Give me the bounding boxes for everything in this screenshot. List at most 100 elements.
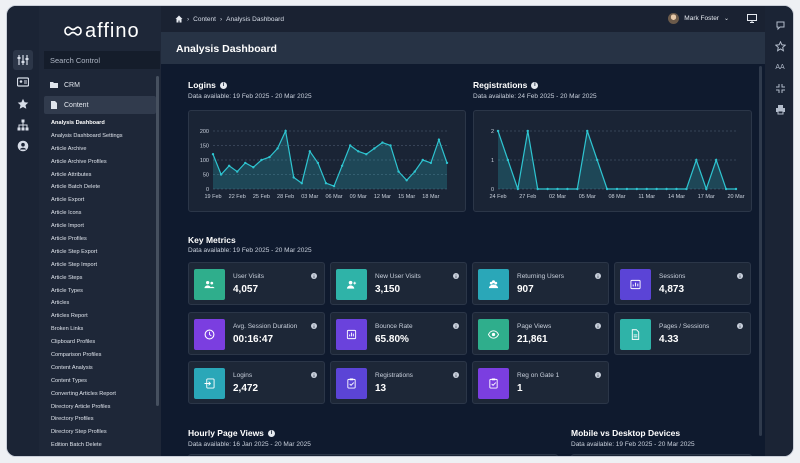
data-point <box>586 129 589 133</box>
data-point <box>308 150 312 153</box>
data-point <box>244 161 247 165</box>
metric-value: 4,873 <box>659 284 685 295</box>
data-point <box>381 141 384 144</box>
sidebar-item[interactable]: Analysis Dashboard Settings <box>51 132 123 139</box>
sidebar-item[interactable]: Article Icons <box>51 210 82 217</box>
sidebar-item[interactable]: Clipboard Profiles <box>51 339 96 346</box>
info-icon[interactable]: i <box>219 81 227 89</box>
page-title: Analysis Dashboard <box>176 43 277 55</box>
info-icon[interactable]: i <box>311 372 317 378</box>
font-size-icon[interactable]: AA <box>775 63 785 71</box>
sidebar-item[interactable]: Content Analysis <box>51 364 93 371</box>
sidebar-item[interactable]: Comparison Profiles <box>51 352 102 359</box>
sidebar-item[interactable]: Article Import <box>51 223 84 230</box>
sidebar-item[interactable]: Article Types <box>51 287 83 294</box>
sidebar-item[interactable]: Articles <box>51 300 70 307</box>
registrations-title: Registrations i <box>473 80 539 90</box>
info-icon[interactable]: i <box>311 323 317 329</box>
user-menu[interactable]: Mark Foster ⌄ <box>668 13 729 24</box>
info-icon[interactable]: i <box>267 429 275 437</box>
series-area <box>498 131 736 189</box>
metric-label: Logins <box>233 372 253 379</box>
comment-refresh-icon[interactable] <box>773 18 787 32</box>
monitor-icon[interactable] <box>747 14 757 23</box>
info-icon[interactable]: i <box>311 273 317 279</box>
y-tick-label: 200 <box>200 129 209 135</box>
section-label: CRM <box>64 81 80 89</box>
print-icon[interactable] <box>773 102 787 116</box>
info-icon[interactable]: i <box>595 372 601 378</box>
star-outline-icon[interactable] <box>773 39 787 53</box>
sidebar-item[interactable]: Directory Article Profiles <box>51 403 111 410</box>
data-point <box>734 187 738 191</box>
devices-title-text: Mobile vs Desktop Devices <box>571 428 681 438</box>
sidebar-item[interactable]: Article Export <box>51 197 85 204</box>
sidebar-item[interactable]: Articles Report <box>51 313 88 320</box>
metric-card: User Visits 4,057 i <box>188 262 325 305</box>
dashboard-content: Logins i Data available: 19 Feb 2025 - 2… <box>161 64 765 456</box>
sliders-icon[interactable] <box>13 50 33 70</box>
sidebar-item[interactable]: Article Profiles <box>51 236 87 243</box>
brand-logo: affino <box>61 19 151 43</box>
page-header: Analysis Dashboard <box>161 32 765 64</box>
logins-title-text: Logins <box>188 80 216 90</box>
sidebar-item[interactable]: Edition Batch Delete <box>51 442 102 449</box>
sidebar-item[interactable]: Article Archive <box>51 145 87 152</box>
logins-chart: 0 50 100 150 200 19 Feb 22 Feb 25 Feb 28 Feb 03 M… <box>188 110 466 212</box>
sidebar-item[interactable]: Analysis Dashboard <box>51 120 105 126</box>
registrations-chart: 0 1 2 24 Feb 27 Feb 02 Mar 05 Mar 08 Mar 11 Mar 1… <box>473 110 752 212</box>
metric-value: 2,472 <box>233 383 259 394</box>
sitemap-icon[interactable] <box>13 115 33 135</box>
sidebar-item[interactable]: Article Archive Profiles <box>51 158 107 165</box>
star-icon[interactable] <box>13 94 33 114</box>
user-circle-icon[interactable] <box>13 136 33 156</box>
metric-label: Returning Users <box>517 273 564 280</box>
sidebar-item[interactable]: Article Step Export <box>51 248 98 255</box>
info-icon[interactable]: i <box>595 273 601 279</box>
sidebar-section-crm[interactable]: CRM <box>44 76 156 94</box>
x-tick-label: 06 Mar <box>325 194 342 200</box>
sidebar-item[interactable]: Converting Articles Report <box>51 390 116 397</box>
x-tick-label: 28 Feb <box>277 194 294 200</box>
collapse-icon[interactable] <box>773 81 787 95</box>
x-tick-label: 22 Feb <box>229 194 246 200</box>
right-toolbar: AA <box>765 6 793 456</box>
info-icon[interactable]: i <box>595 323 601 329</box>
registrations-title-text: Registrations <box>473 80 528 90</box>
info-icon[interactable]: i <box>737 273 743 279</box>
metric-card: New User Visits 3,150 i <box>330 262 467 305</box>
info-icon[interactable]: i <box>453 323 459 329</box>
info-icon[interactable]: i <box>737 323 743 329</box>
sidebar-item[interactable]: Content Types <box>51 377 87 384</box>
sidebar-item[interactable]: Directory Step Profiles <box>51 429 107 436</box>
id-card-icon[interactable] <box>13 72 33 92</box>
sidebar-item[interactable]: Directory Profiles <box>51 416 94 423</box>
sidebar-section-content[interactable]: Content <box>44 96 156 114</box>
metric-card: Pages / Sessions 4.33 i <box>614 312 751 355</box>
sidebar-scrollbar[interactable] <box>156 76 159 406</box>
data-point <box>227 164 231 167</box>
eye-icon <box>478 319 509 350</box>
breadcrumb-content[interactable]: Content <box>193 15 216 23</box>
sidebar-item[interactable]: Article Batch Delete <box>51 184 101 191</box>
metric-value: 4,057 <box>233 284 259 295</box>
data-point <box>260 158 263 162</box>
sidebar-item[interactable]: Article Attributes <box>51 171 92 178</box>
sidebar-item[interactable]: Article Steps <box>51 274 83 281</box>
info-icon[interactable]: i <box>531 81 539 89</box>
registrations-subtitle: Data available: 24 Feb 2025 - 20 Mar 202… <box>473 93 597 100</box>
x-tick-label: 08 Mar <box>608 194 625 200</box>
x-tick-label: 11 Mar <box>638 194 655 200</box>
icon-rail <box>7 6 39 456</box>
info-icon[interactable]: i <box>453 273 459 279</box>
info-icon[interactable]: i <box>453 372 459 378</box>
y-tick-label: 50 <box>203 173 209 179</box>
sidebar-item[interactable]: Broken Links <box>51 326 84 333</box>
home-icon[interactable] <box>175 15 183 23</box>
search-input[interactable] <box>44 51 160 69</box>
sidebar-item[interactable]: Article Step Import <box>51 261 98 268</box>
y-tick-label: 0 <box>206 187 209 193</box>
main-scrollbar[interactable] <box>759 66 762 436</box>
data-point <box>316 161 320 165</box>
y-tick-label: 150 <box>200 144 209 150</box>
